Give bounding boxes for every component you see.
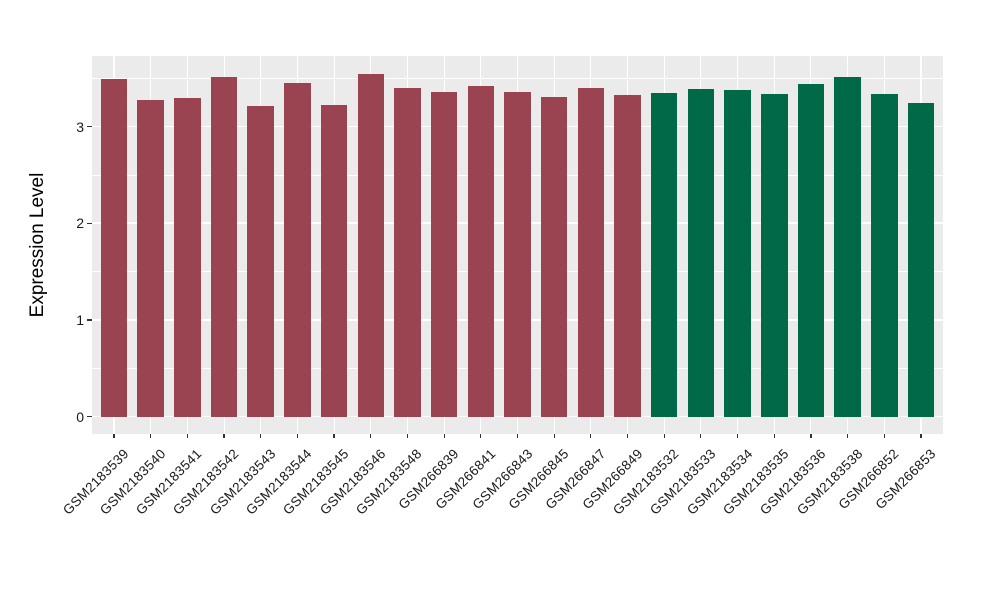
bar-GSM266845 bbox=[540, 96, 568, 417]
x-tick-mark bbox=[443, 434, 445, 438]
bar-GSM266853 bbox=[907, 103, 935, 417]
bar-GSM2183543 bbox=[247, 106, 274, 417]
bar-GSM2183541 bbox=[174, 97, 201, 417]
bar-GSM2183542 bbox=[210, 77, 238, 417]
plot-panel bbox=[92, 56, 943, 434]
x-tick-mark bbox=[590, 434, 592, 438]
y-tick-mark bbox=[87, 125, 92, 128]
x-tick-mark bbox=[406, 434, 409, 438]
bar-GSM266849 bbox=[614, 94, 641, 417]
bar-GSM2183544 bbox=[284, 83, 311, 417]
bar-GSM2183533 bbox=[687, 88, 715, 417]
x-tick-mark bbox=[480, 434, 482, 438]
bar-GSM266841 bbox=[467, 85, 495, 417]
y-tick-label: 1 bbox=[76, 311, 84, 328]
bar-GSM2183534 bbox=[724, 89, 751, 417]
expression-bar-chart: Expression Level 0 1 2 3 GSM2183539 GSM218354… bbox=[27, 56, 943, 518]
y-tick-label: 3 bbox=[76, 118, 84, 135]
x-tick-mark bbox=[296, 434, 298, 438]
bar-GSM266839 bbox=[430, 91, 458, 417]
bar-GSM2183548 bbox=[394, 87, 421, 417]
x-tick-mark bbox=[626, 434, 629, 438]
y-tick-mark bbox=[87, 222, 92, 224]
y-tick-label: 0 bbox=[76, 408, 84, 425]
bar-GSM2183538 bbox=[834, 77, 861, 417]
x-tick-mark bbox=[847, 434, 849, 438]
bar-GSM2183546 bbox=[357, 74, 385, 417]
x-tick-mark bbox=[920, 434, 922, 438]
x-tick-mark bbox=[223, 434, 225, 438]
y-tick-mark bbox=[87, 319, 92, 321]
bar-GSM2183539 bbox=[100, 79, 128, 417]
x-tick-mark bbox=[736, 434, 739, 438]
x-tick-mark bbox=[700, 434, 702, 438]
x-tick-mark bbox=[883, 434, 885, 438]
bar-GSM266847 bbox=[577, 87, 605, 417]
bar-GSM266852 bbox=[871, 93, 898, 417]
x-tick-mark bbox=[773, 434, 775, 438]
x-tick-mark bbox=[260, 434, 262, 438]
y-tick-mark bbox=[87, 415, 92, 418]
x-tick-mark bbox=[186, 434, 188, 438]
y-tick-label: 2 bbox=[76, 215, 84, 232]
bar-GSM2183536 bbox=[797, 84, 825, 417]
bar-GSM2183532 bbox=[650, 92, 678, 417]
bar-GSM2183535 bbox=[761, 93, 788, 417]
x-tick-mark bbox=[516, 434, 519, 438]
y-axis-title: Expression Level bbox=[27, 172, 48, 318]
bar-GSM2183545 bbox=[320, 105, 348, 417]
x-tick-mark bbox=[810, 434, 812, 438]
bar-GSM266843 bbox=[504, 91, 531, 417]
x-tick-mark bbox=[663, 434, 665, 438]
bar-GSM2183540 bbox=[137, 99, 164, 417]
x-tick-mark bbox=[150, 434, 152, 438]
x-tick-mark bbox=[333, 434, 335, 438]
x-tick-mark bbox=[553, 434, 555, 438]
x-tick-mark bbox=[370, 434, 372, 438]
x-tick-mark bbox=[113, 434, 115, 438]
